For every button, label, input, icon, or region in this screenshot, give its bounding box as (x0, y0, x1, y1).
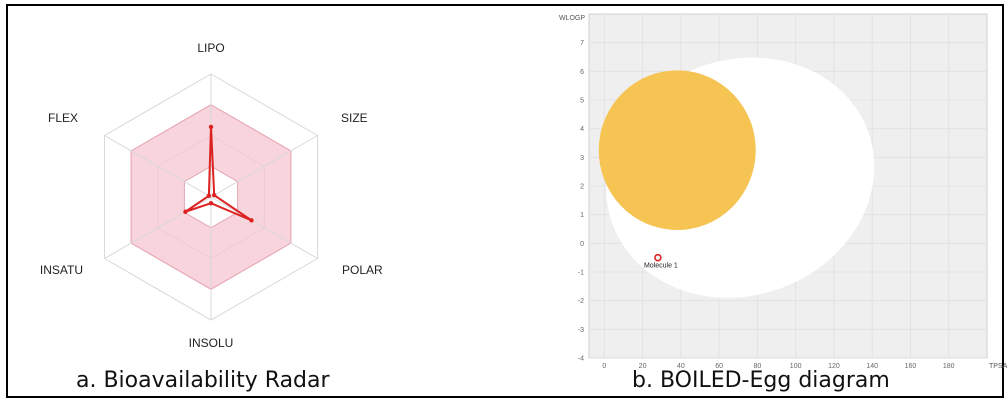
radar-point-insatu (183, 209, 188, 214)
egg-y-tick-label: 2 (580, 184, 584, 191)
egg-x-tick-label: 100 (790, 363, 802, 370)
egg-regions (598, 57, 875, 298)
radar-point-insolu (208, 200, 214, 206)
egg-x-tick-label: 180 (943, 363, 955, 370)
radar-axis-label-size: SIZE (341, 111, 368, 125)
radar-axis-label-insolu: INSOLU (189, 336, 234, 350)
egg-x-tick-label: 140 (866, 363, 878, 370)
egg-yolk-region (598, 70, 756, 231)
radar-spoke (210, 135, 318, 198)
egg-y-axis-label: WLOGP (559, 15, 585, 22)
egg-x-axis-label: TPSA (989, 363, 1008, 370)
radar-spoke (210, 196, 318, 259)
radar-axis-label-flex: FLEX (48, 111, 78, 125)
egg-y-tick-label: 6 (580, 69, 584, 76)
egg-x-tick-label: 80 (753, 363, 761, 370)
radar-point-flex (206, 193, 212, 198)
radar-spoke (104, 135, 212, 198)
egg-x-tick-label: 40 (677, 363, 685, 370)
egg-y-tick-label: 0 (580, 241, 584, 248)
egg-point-marker (654, 253, 662, 262)
caption-egg: b. BOILED-Egg diagram (632, 368, 890, 393)
caption-radar: a. Bioavailability Radar (76, 368, 330, 393)
egg-x-tick-label: 160 (905, 363, 917, 370)
egg-y-tick-label: -4 (578, 356, 584, 363)
radar-point-lipo (208, 124, 214, 130)
egg-x-tick-label: 60 (715, 363, 723, 370)
radar-optimal-band (131, 104, 291, 290)
egg-y-tick-label: -3 (578, 327, 584, 334)
egg-y-tick-label: -2 (578, 298, 584, 305)
egg-x-tick-label: 0 (602, 363, 606, 370)
egg-x-tick-label: 20 (639, 363, 647, 370)
egg-y-tick-label: 1 (580, 212, 584, 219)
egg-x-tick-label: 120 (828, 363, 840, 370)
radar-point-size (211, 192, 217, 198)
radar-axis-label-lipo: LIPO (197, 41, 224, 55)
egg-y-tick-label: 7 (580, 40, 584, 47)
egg-point-label: Molecule 1 (644, 263, 678, 270)
egg-y-tick-label: -1 (578, 270, 584, 277)
radar-point-polar (249, 218, 254, 223)
egg-y-tick-label: 5 (580, 98, 584, 105)
radar-axis-label-polar: POLAR (342, 263, 383, 277)
egg-y-tick-label: 4 (580, 126, 584, 133)
egg-y-tick-label: 3 (580, 155, 584, 162)
radar-axis-label-insatu: INSATU (40, 263, 83, 277)
